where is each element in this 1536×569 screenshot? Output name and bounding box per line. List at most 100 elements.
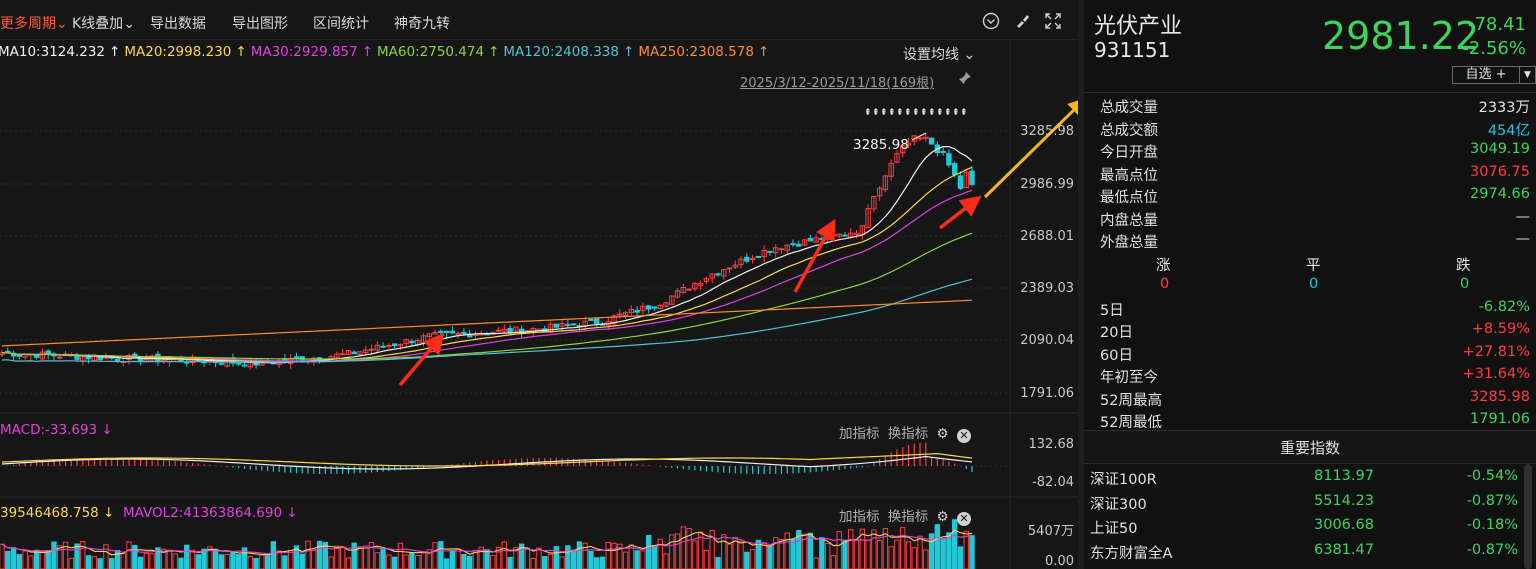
candle-body (876, 187, 883, 197)
export-chart-button[interactable]: 导出图形 (232, 16, 288, 32)
volume-bar (478, 546, 484, 569)
export-data-button[interactable]: 导出数据 (150, 16, 206, 32)
candle-body (703, 278, 710, 282)
volume-bar (888, 546, 894, 569)
candle-body (363, 349, 369, 354)
index-row-name: 上证50 (1090, 521, 1138, 537)
volume-bar (744, 551, 750, 569)
watchlist-button[interactable]: 自选 + ▼ (1452, 66, 1536, 84)
price-tick: 3285.98 (1020, 124, 1074, 139)
volume-bar (5, 550, 11, 569)
volume-bar (189, 549, 196, 569)
price-tick: 2090.04 (1020, 333, 1074, 348)
candle-body (657, 305, 663, 309)
period-label: 年初至今 (1100, 370, 1158, 386)
volume-bar (570, 549, 577, 569)
range-stats-button[interactable]: 区间统计 (313, 16, 369, 32)
scrollbar[interactable] (1524, 464, 1532, 569)
stat-label: 内盘总量 (1100, 212, 1158, 229)
volume-bar (853, 539, 860, 569)
mavol2-line (1, 534, 973, 555)
volume-bar (721, 534, 727, 569)
flat-label: 平 (1306, 257, 1321, 274)
candle-body (553, 323, 559, 328)
candle-body (126, 354, 132, 361)
switch-indicator-button[interactable]: 换指标 (887, 509, 929, 525)
candle-body (594, 318, 600, 325)
watchlist-add-label[interactable]: 自选 + (1465, 67, 1507, 82)
candle-body (57, 356, 63, 359)
index-row[interactable]: 深证100R 8113.97 -0.54% (1084, 464, 1536, 489)
candle-body (334, 353, 340, 359)
candle-body (634, 309, 640, 313)
gear-icon[interactable]: ⚙ (936, 509, 949, 525)
period-label: 5日 (1100, 302, 1124, 319)
candle-body (628, 308, 635, 313)
macd-tools: 加指标 换指标 ⚙ ✕ (835, 422, 971, 443)
volume-bar (368, 542, 375, 569)
add-indicator-button[interactable]: 加指标 (839, 426, 880, 442)
volume-bar (749, 549, 756, 569)
add-indicator-button[interactable]: 加指标 (839, 509, 880, 525)
index-row[interactable]: 深证300 5514.23 -0.87% (1084, 489, 1536, 514)
volume-bar (80, 540, 86, 569)
candle-body (951, 163, 958, 176)
magic-nine-button[interactable]: 神奇九转 (394, 16, 450, 32)
period-value: +27.81% (1462, 343, 1530, 360)
volume-bar (103, 544, 109, 569)
pin-icon[interactable] (958, 71, 972, 85)
volume-bar (109, 558, 115, 569)
candle-body (801, 239, 808, 246)
kline-overlay-button[interactable]: K线叠加⌄ (72, 16, 135, 32)
ma-arrow: ↑ (361, 44, 374, 60)
index-row-pct: -0.87% (1466, 541, 1518, 558)
candle-body (767, 250, 773, 253)
expand-down-icon[interactable] (982, 12, 1000, 30)
nine-turn-marker: ⇞ (872, 108, 880, 118)
nine-turn-marker: ⇞ (936, 108, 944, 118)
chart-area[interactable]: 更多周期⌄ K线叠加⌄ 导出数据 导出图形 区间统计 神奇九转 MA10:312… (0, 0, 1078, 569)
candle-body (928, 137, 935, 145)
ma-legend-item: MA10:3124.232 (0, 44, 106, 60)
volume-bar (726, 543, 733, 569)
volume-bar (813, 557, 819, 569)
close-icon[interactable]: ✕ (957, 512, 971, 526)
down-label: 跌 (1456, 257, 1471, 274)
index-row-value: 3006.68 (1314, 517, 1374, 533)
volume-bar (692, 540, 698, 569)
ma-arrow: ↑ (109, 44, 121, 60)
candle-body (559, 323, 565, 327)
brush-icon[interactable] (1013, 12, 1031, 30)
close-icon[interactable]: ✕ (957, 429, 971, 443)
ma-arrow: ↑ (757, 44, 770, 60)
stat-value: — (1515, 208, 1531, 225)
volume-bar (0, 543, 5, 569)
candle-body (917, 137, 923, 140)
annotation-arrow (793, 218, 836, 293)
candle-body (755, 255, 762, 258)
chevron-down-icon[interactable]: ▼ (1519, 67, 1535, 83)
ma-arrow: ↑ (623, 44, 635, 60)
candle-body (790, 243, 796, 246)
index-row[interactable]: 上证50 3006.68 -0.18% (1084, 513, 1536, 538)
volume-bar (172, 553, 178, 569)
price-change: -78.41 -2.56% (1462, 13, 1526, 61)
candle-body (391, 343, 398, 346)
candle-body (293, 356, 300, 359)
switch-indicator-button[interactable]: 换指标 (887, 426, 929, 442)
more-periods-button[interactable]: 更多周期⌄ (0, 16, 68, 32)
index-code: 931151 (1094, 38, 1171, 62)
candlestick-chart[interactable]: ⇞ ⇞ ⇞ ⇞ ⇞ ⇞ ⇞ ⇞ ⇞ ⇞ ⇞ ⇞ ⇞ (0, 0, 1078, 569)
fullscreen-icon[interactable] (1044, 12, 1062, 30)
volume-bar (74, 543, 80, 569)
index-row-value: 8113.97 (1314, 468, 1374, 484)
gear-icon[interactable]: ⚙ (936, 426, 949, 442)
stat-value: 3049.19 (1470, 141, 1530, 157)
set-ma-button[interactable]: 设置均线 ⌄ (903, 47, 976, 63)
index-row[interactable]: 东方财富全A 6381.47 -0.87% (1084, 538, 1536, 563)
volume-bar (45, 550, 51, 569)
candle-body (374, 344, 380, 351)
volume-bar (576, 541, 583, 569)
stat-label: 最高点位 (1100, 167, 1158, 184)
candle-body (663, 302, 669, 307)
